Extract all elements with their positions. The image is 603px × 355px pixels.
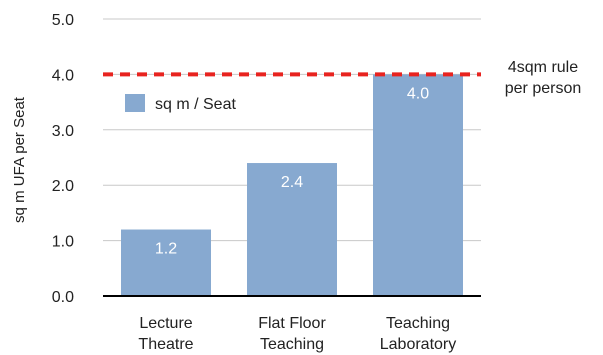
bar — [373, 74, 463, 297]
legend-label: sq m / Seat — [155, 96, 236, 113]
y-tick-label: 0.0 — [52, 289, 74, 306]
reference-line-label: 4sqm rule per person — [505, 59, 582, 97]
y-tick-label: 1.0 — [52, 234, 74, 251]
y-axis-label: sq m UFA per Seat — [11, 96, 28, 223]
data-label: 4.0 — [407, 85, 429, 102]
bars — [121, 74, 463, 297]
bar — [121, 229, 211, 296]
y-tick-label: 4.0 — [52, 67, 74, 84]
data-label: 1.2 — [155, 241, 177, 258]
category-label: Flat Floor Teaching — [258, 315, 326, 353]
y-tick-labels: 0.0 1.0 2.0 3.0 4.0 5.0 — [52, 12, 74, 306]
y-tick-label: 5.0 — [52, 12, 74, 29]
y-tick-label: 2.0 — [52, 178, 74, 195]
legend-swatch — [125, 94, 145, 112]
bar — [247, 163, 337, 296]
data-label: 2.4 — [281, 174, 303, 191]
category-label: Lecture Theatre — [138, 315, 193, 353]
category-labels: Lecture Theatre Flat Floor Teaching Teaching… — [138, 315, 456, 353]
y-tick-label: 3.0 — [52, 123, 74, 140]
legend: sq m / Seat — [125, 94, 236, 113]
data-labels: 1.2 2.4 4.0 — [155, 85, 429, 257]
category-label: Teaching Laboratory — [380, 315, 457, 353]
